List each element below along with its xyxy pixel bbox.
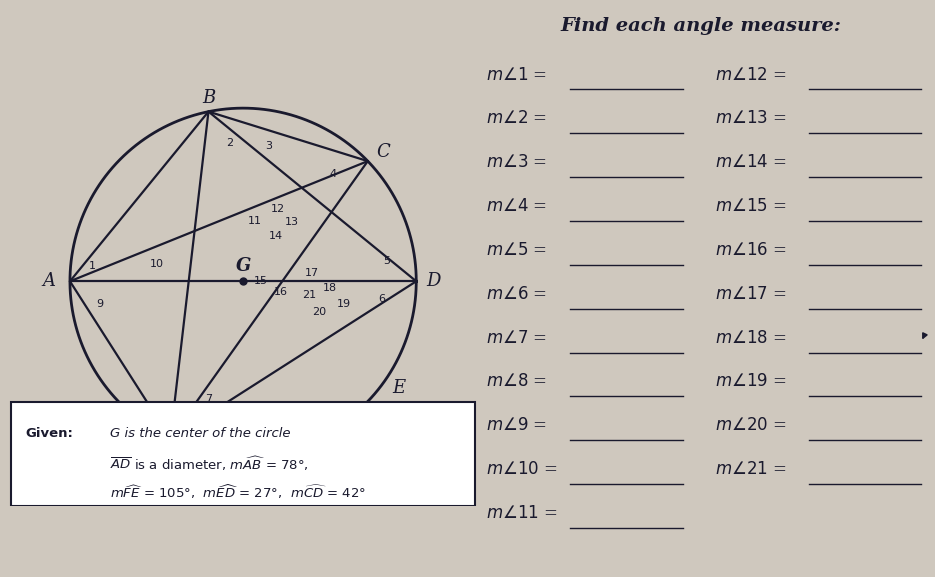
FancyBboxPatch shape [11, 403, 475, 507]
Text: $\overline{AD}$ is a diameter, $m\widehat{AB}$ = 78°,: $\overline{AD}$ is a diameter, $m\wideha… [109, 455, 309, 473]
Text: $m\angle{17}$ =: $m\angle{17}$ = [715, 286, 787, 303]
Text: 2: 2 [225, 138, 233, 148]
Text: $m\angle9$ =: $m\angle9$ = [486, 417, 547, 434]
Text: 15: 15 [253, 276, 267, 286]
Text: A: A [43, 272, 56, 290]
Text: 17: 17 [306, 268, 320, 278]
Text: 12: 12 [270, 204, 285, 213]
Text: 16: 16 [274, 287, 288, 297]
Text: $m\angle6$ =: $m\angle6$ = [486, 286, 547, 303]
Text: 10: 10 [150, 259, 164, 269]
Text: $m\angle{16}$ =: $m\angle{16}$ = [715, 242, 787, 259]
Text: $m\angle4$ =: $m\angle4$ = [486, 198, 547, 215]
Text: G: G [236, 257, 251, 275]
Text: $m\angle{21}$ =: $m\angle{21}$ = [715, 461, 787, 478]
Text: Given:: Given: [25, 427, 73, 440]
Text: 20: 20 [312, 308, 326, 317]
Text: B: B [202, 89, 215, 107]
Text: D: D [426, 272, 440, 290]
Text: $m\angle{18}$ =: $m\angle{18}$ = [715, 329, 787, 347]
Text: $m\angle10$ =: $m\angle10$ = [486, 461, 558, 478]
Text: $m\angle1$ =: $m\angle1$ = [486, 66, 547, 84]
Text: 5: 5 [383, 256, 390, 265]
Text: F: F [157, 445, 169, 463]
Text: $m\angle7$ =: $m\angle7$ = [486, 329, 547, 347]
Text: 8: 8 [191, 401, 198, 411]
Text: 4: 4 [329, 169, 337, 179]
Text: $m\angle{20}$ =: $m\angle{20}$ = [715, 417, 787, 434]
Text: $m\angle5$ =: $m\angle5$ = [486, 242, 547, 259]
Text: E: E [393, 379, 406, 397]
Text: 14: 14 [269, 231, 283, 241]
Text: $m\angle{13}$ =: $m\angle{13}$ = [715, 110, 787, 128]
Text: $m\angle2$ =: $m\angle2$ = [486, 110, 547, 128]
Text: 18: 18 [323, 283, 337, 293]
Text: Find each angle measure:: Find each angle measure: [561, 17, 842, 35]
Text: 3: 3 [266, 141, 273, 151]
Text: $m\angle{14}$ =: $m\angle{14}$ = [715, 154, 787, 171]
Text: 9: 9 [95, 299, 103, 309]
Text: 1: 1 [89, 261, 96, 271]
Text: 13: 13 [284, 218, 298, 227]
Text: 11: 11 [248, 216, 262, 226]
Text: $m\angle{12}$ =: $m\angle{12}$ = [715, 66, 787, 84]
Text: $m\angle8$ =: $m\angle8$ = [486, 373, 547, 391]
Text: C: C [377, 144, 390, 162]
Text: $m\widehat{FE}$ = 105°,  $m\widehat{ED}$ = 27°,  $m\widehat{CD}$ = 42°: $m\widehat{FE}$ = 105°, $m\widehat{ED}$ … [109, 482, 366, 501]
Text: 6: 6 [378, 294, 385, 304]
Text: $m\angle{15}$ =: $m\angle{15}$ = [715, 198, 787, 215]
Text: 19: 19 [337, 299, 351, 309]
Text: $m\angle{19}$ =: $m\angle{19}$ = [715, 373, 787, 391]
Text: G is the center of the circle: G is the center of the circle [109, 427, 290, 440]
Text: $m\angle3$ =: $m\angle3$ = [486, 154, 547, 171]
Text: 21: 21 [302, 290, 316, 300]
Text: $m\angle11$ =: $m\angle11$ = [486, 505, 558, 522]
Text: 7: 7 [205, 394, 212, 404]
